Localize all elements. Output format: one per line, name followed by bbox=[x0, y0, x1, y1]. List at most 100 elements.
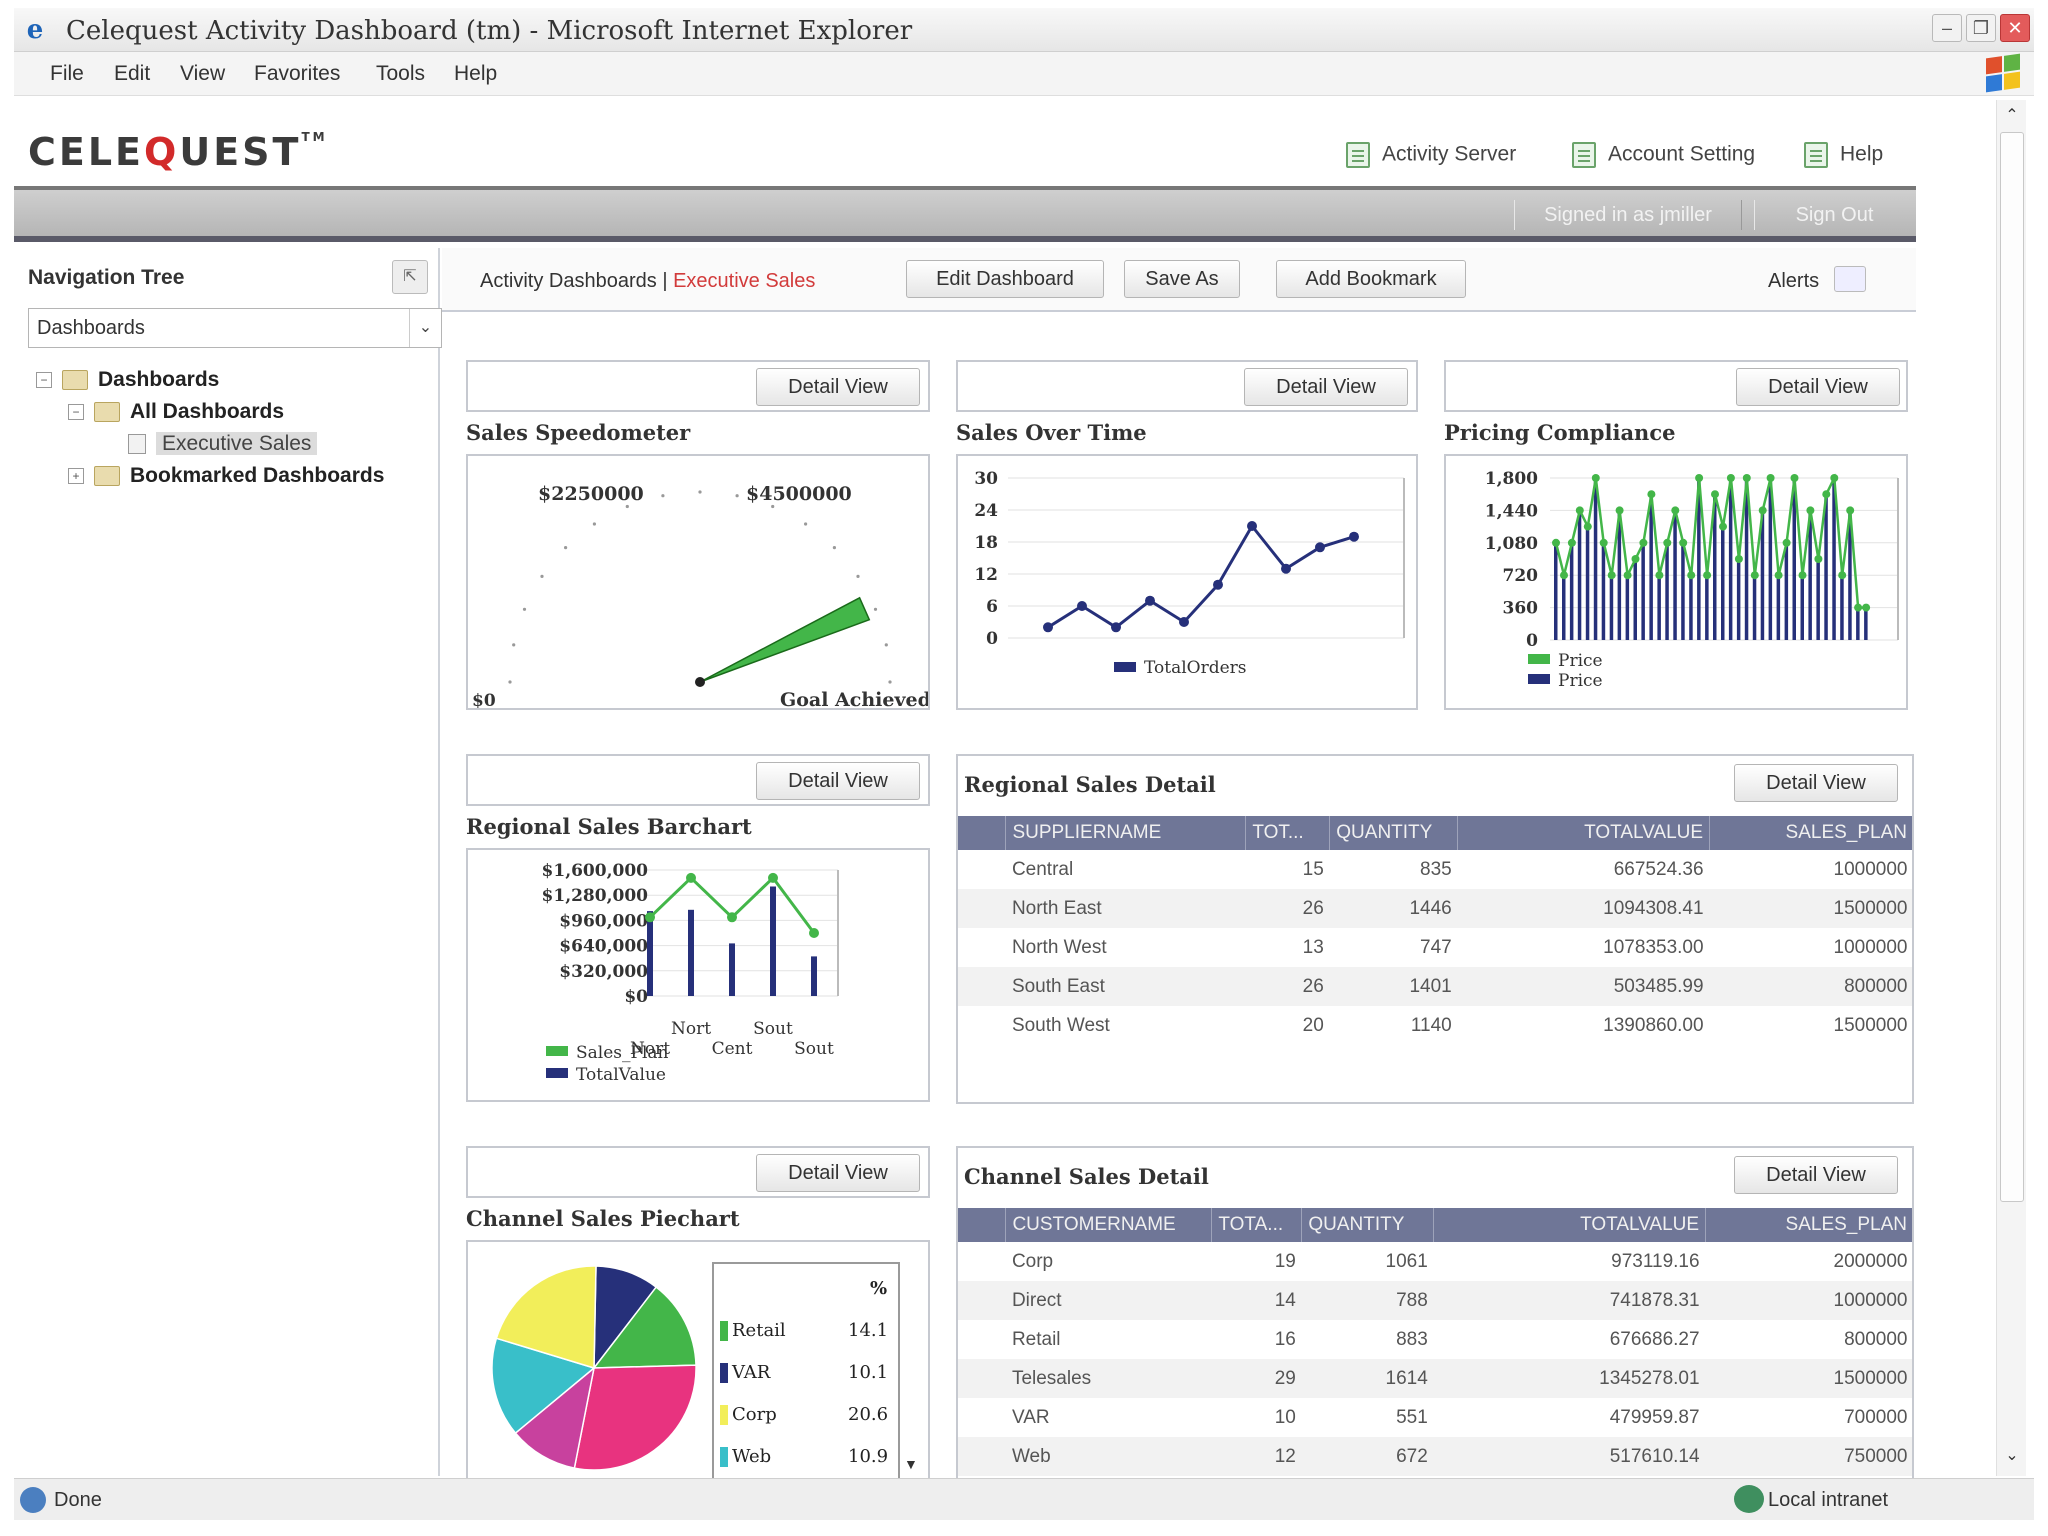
speedometer-chart: $2250000 $4500000 $0 Goal Achieved bbox=[466, 454, 930, 710]
collapse-icon[interactable]: − bbox=[36, 372, 52, 389]
row-select-cell[interactable] bbox=[958, 1242, 1006, 1281]
detail-view-button[interactable]: Detail View bbox=[756, 762, 920, 800]
price-bar bbox=[1784, 542, 1789, 640]
gauge-tick bbox=[625, 504, 629, 509]
price-bar bbox=[1832, 478, 1836, 640]
gauge-tick bbox=[592, 522, 596, 526]
tree-node-dashboards[interactable]: − Dashboards bbox=[36, 368, 219, 398]
table-cell: 676686.27 bbox=[1609, 1328, 1700, 1350]
data-point bbox=[1179, 617, 1189, 627]
breadcrumb-root[interactable]: Activity Dashboards bbox=[480, 270, 657, 292]
table-row[interactable]: VAR 10 551 479959.87 700000 bbox=[958, 1398, 1912, 1437]
close-button[interactable]: ✕ bbox=[2000, 14, 2030, 42]
detail-view-button[interactable]: Detail View bbox=[1734, 764, 1898, 802]
column-header[interactable]: TOTALVALUE bbox=[1457, 816, 1711, 850]
help-link[interactable]: Help bbox=[1804, 142, 1883, 168]
row-select-cell[interactable] bbox=[958, 850, 1006, 889]
menu-bar: File Edit View Favorites Tools Help bbox=[14, 52, 2034, 96]
regional-bar-chart: $1,600,000 $1,280,000 $960,000 $640,000 $320… bbox=[542, 861, 839, 1085]
menu-view[interactable]: View bbox=[180, 62, 226, 85]
collapse-icon[interactable]: − bbox=[68, 404, 84, 421]
table-cell: 1140 bbox=[1410, 1014, 1452, 1036]
scrollbar-thumb[interactable] bbox=[2000, 132, 2024, 1202]
row-select-cell[interactable] bbox=[958, 1320, 1006, 1359]
price-bar bbox=[1681, 542, 1685, 640]
data-point bbox=[1111, 622, 1121, 633]
data-point bbox=[1043, 622, 1053, 633]
row-select-cell[interactable] bbox=[958, 1398, 1006, 1437]
save-as-button[interactable]: Save As bbox=[1124, 260, 1240, 298]
gauge-tick bbox=[856, 574, 860, 578]
detail-view-button[interactable]: Detail View bbox=[1736, 368, 1900, 406]
alerts-icon[interactable] bbox=[1834, 266, 1866, 292]
menu-favorites[interactable]: Favorites bbox=[254, 62, 341, 85]
table-row[interactable]: South West 20 1140 1390860.00 1500000 bbox=[958, 1006, 1912, 1045]
table-row[interactable]: Central 15 835 667524.36 1000000 bbox=[958, 850, 1912, 889]
table-row[interactable]: Direct 14 788 741878.31 1000000 bbox=[958, 1281, 1912, 1320]
column-header[interactable]: QUANTITY bbox=[1301, 1208, 1435, 1242]
row-select-cell[interactable] bbox=[958, 1437, 1006, 1476]
column-header[interactable]: CUSTOMERNAME bbox=[1005, 1208, 1213, 1242]
row-select-cell[interactable] bbox=[958, 967, 1006, 1006]
speedometer-panel-bar: Detail View bbox=[466, 360, 930, 412]
edit-dashboard-button[interactable]: Edit Dashboard bbox=[906, 260, 1104, 298]
activity-server-link[interactable]: Activity Server bbox=[1346, 142, 1516, 168]
row-select-cell[interactable] bbox=[958, 1359, 1006, 1398]
row-select-cell[interactable] bbox=[958, 889, 1006, 928]
column-header[interactable]: QUANTITY bbox=[1329, 816, 1459, 850]
detail-view-button[interactable]: Detail View bbox=[756, 368, 920, 406]
menu-tools[interactable]: Tools bbox=[376, 62, 426, 85]
account-setting-link[interactable]: Account Setting bbox=[1572, 142, 1755, 168]
column-header[interactable]: TOTA... bbox=[1211, 1208, 1303, 1242]
table-row[interactable]: North East 26 1446 1094308.41 1500000 bbox=[958, 889, 1912, 928]
column-header[interactable]: SALES_PLAN bbox=[1709, 816, 1912, 850]
table-cell: 973119.16 bbox=[1611, 1250, 1700, 1272]
restore-button[interactable]: ❐ bbox=[1966, 14, 1996, 42]
table-row[interactable]: Retail 16 883 676686.27 800000 bbox=[958, 1320, 1912, 1359]
price-bar bbox=[1721, 526, 1725, 640]
pie-legend: % Retail 14.1 VAR 10.1 Corp 20.6 Web 10.9 bbox=[712, 1262, 900, 1478]
sign-out-link[interactable]: Sign Out bbox=[1754, 200, 1914, 230]
collapse-sidebar-button[interactable]: ⇱ bbox=[392, 260, 428, 294]
x-tick-label: Nort bbox=[671, 1019, 711, 1039]
row-select-cell[interactable] bbox=[958, 1281, 1006, 1320]
column-header[interactable]: SALES_PLAN bbox=[1705, 1208, 1912, 1242]
minimize-button[interactable]: – bbox=[1932, 14, 1962, 42]
line-chart: 30 24 18 12 6 0 TotalOrders bbox=[974, 469, 1405, 678]
scroll-down-icon[interactable]: ⌄ bbox=[2005, 1447, 2019, 1464]
table-cell: North East bbox=[1005, 889, 1246, 928]
vertical-scrollbar[interactable]: ⌃ ⌄ bbox=[1996, 100, 2026, 1476]
table-row[interactable]: Telesales 29 1614 1345278.01 1500000 bbox=[958, 1359, 1912, 1398]
column-header[interactable]: TOTALVALUE bbox=[1433, 1208, 1707, 1242]
price-bar bbox=[1593, 478, 1598, 640]
row-select-cell[interactable] bbox=[958, 928, 1006, 967]
menu-file[interactable]: File bbox=[50, 62, 84, 85]
column-header[interactable]: SUPPLIERNAME bbox=[1005, 816, 1247, 850]
table-row[interactable]: Corp 19 1061 973119.16 2000000 bbox=[958, 1242, 1912, 1281]
row-select-cell[interactable] bbox=[958, 1006, 1006, 1045]
table-cell: 10 bbox=[1274, 1406, 1296, 1428]
speedometer-mid-label: $2250000 bbox=[538, 483, 644, 505]
tree-node-executive-sales[interactable]: Executive Sales bbox=[128, 432, 318, 462]
tree-node-all-dashboards[interactable]: − All Dashboards bbox=[68, 400, 284, 430]
pricing-compliance-chart: 1,800 1,440 1,080 720 360 0 Price Price bbox=[1444, 454, 1908, 710]
menu-edit[interactable]: Edit bbox=[114, 62, 151, 85]
table-row[interactable]: South East 26 1401 503485.99 800000 bbox=[958, 967, 1912, 1006]
detail-view-button[interactable]: Detail View bbox=[756, 1154, 920, 1192]
scroll-down-icon[interactable]: ▼ bbox=[904, 1456, 918, 1472]
column-header[interactable]: TOT... bbox=[1245, 816, 1331, 850]
price-bar bbox=[1609, 575, 1614, 640]
menu-help[interactable]: Help bbox=[454, 62, 498, 85]
table-row[interactable]: North West 13 747 1078353.00 1000000 bbox=[958, 928, 1912, 967]
scroll-up-icon[interactable]: ⌃ bbox=[2005, 107, 2019, 124]
data-point bbox=[1838, 571, 1847, 580]
table-cell: 667524.36 bbox=[1613, 858, 1704, 880]
expand-icon[interactable]: + bbox=[68, 468, 84, 485]
detail-view-button[interactable]: Detail View bbox=[1734, 1156, 1898, 1194]
data-point bbox=[1822, 490, 1831, 499]
add-bookmark-button[interactable]: Add Bookmark bbox=[1276, 260, 1466, 298]
tree-node-bookmarked-dashboards[interactable]: + Bookmarked Dashboards bbox=[68, 464, 384, 494]
table-row[interactable]: Web 12 672 517610.14 750000 bbox=[958, 1437, 1912, 1476]
detail-view-button[interactable]: Detail View bbox=[1244, 368, 1408, 406]
dashboard-type-select[interactable]: Dashboards ⌄ bbox=[28, 308, 442, 348]
